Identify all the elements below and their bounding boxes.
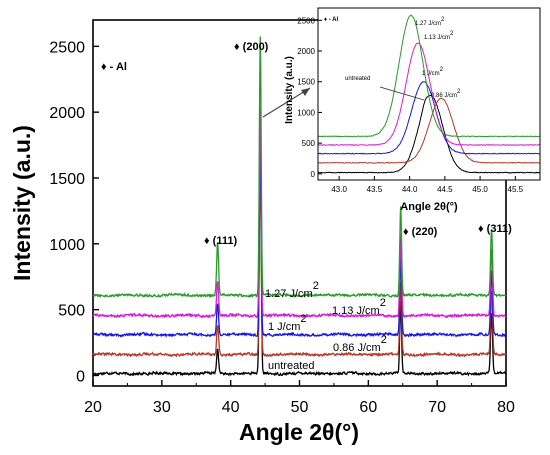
inset-x-axis-title: Angle 2θ(°): [400, 201, 458, 213]
inset-x-tick-label: 45.5: [508, 185, 524, 194]
main-series-group: [92, 36, 507, 377]
main-peak-label: ♦ (111): [204, 235, 237, 247]
main-series-label: 0.86 J/cm2: [333, 334, 387, 354]
main-series-labels: untreated 0.86 J/cm2 1 J/cm2 1.13 J/cm2 1.27…: [265, 280, 387, 372]
inset-background: [318, 8, 540, 180]
inset-y-tick-label: 2500: [297, 16, 315, 25]
main-y-tick-label: 2000: [49, 105, 85, 122]
main-series-line-4: [92, 36, 507, 299]
main-x-tick-label: 80: [497, 399, 515, 416]
inset-x-axis: 43.0 43.5 44.0 44.5 45.0 45.5: [331, 176, 524, 194]
inset-annotation-pointer: [379, 86, 425, 101]
main-series-label: 1.27 J/cm2: [265, 280, 319, 300]
main-y-tick-label: 500: [58, 303, 85, 320]
main-y-tick-label: 0: [76, 368, 85, 385]
inset-series-group: [317, 14, 541, 174]
main-x-tick-label: 30: [153, 399, 171, 416]
main-x-tick-label: 70: [428, 399, 446, 416]
main-x-axis: 20 30 40 50 60 70 80: [84, 380, 515, 416]
inset-series-line-4: [317, 14, 540, 138]
inset-series-label: untreated: [345, 76, 370, 82]
inset-y-tick-label: 500: [302, 139, 316, 148]
main-y-tick-label: 1500: [49, 171, 85, 188]
main-series-line-1: [92, 166, 507, 358]
main-x-tick-label: 60: [359, 399, 377, 416]
main-series-label: 1.13 J/cm2: [332, 297, 386, 317]
inset-legend-key: ♦ - Al: [324, 17, 339, 23]
main-legend-key: ♦ - Al: [101, 61, 127, 73]
inset-x-tick-label: 43.5: [367, 185, 383, 194]
inset-y-tick-label: 1500: [297, 78, 315, 87]
inset-y-axis: 0 500 1000 1500 2000 2500: [297, 16, 322, 179]
main-peak-labels: ♦ (111) ♦ (200) ♦ (220) ♦ (311): [204, 41, 512, 247]
main-series-line-3: [92, 108, 507, 319]
inset-y-axis-title: Intensity (a.u.): [284, 56, 295, 124]
inset-x-tick-label: 43.0: [331, 185, 347, 194]
main-y-axis: 0 500 1000 1500 2000 2500: [49, 39, 99, 385]
inset-series-line-1: [317, 97, 541, 164]
main-x-tick-label: 50: [291, 399, 309, 416]
main-peak-label: ♦ (200): [234, 41, 269, 53]
main-series-label: 1 J/cm2: [268, 313, 307, 333]
callout-arrow: [262, 87, 311, 118]
main-y-axis-title: Intensity (a.u.): [9, 125, 35, 281]
inset-series-line-2: [317, 80, 541, 155]
inset-series-label: 1.27 J/cm2: [415, 17, 445, 27]
inset-y-tick-label: 1000: [297, 108, 315, 117]
main-peak-label: ♦ (220): [403, 226, 438, 238]
main-series-line-2: [92, 142, 507, 338]
inset-x-tick-label: 45.0: [472, 185, 488, 194]
inset-series-line-3: [317, 42, 541, 146]
main-series-line-0: [92, 110, 507, 377]
inset-series-label: 1.13 J/cm2: [424, 31, 454, 41]
inset-series-label: 0.86 J/cm2: [431, 89, 461, 99]
inset-x-tick-label: 44.5: [437, 185, 453, 194]
main-x-axis-title: Angle 2θ(°): [239, 419, 359, 445]
inset-y-tick-label: 0: [311, 170, 316, 179]
inset-series-label: 1 J/cm2: [422, 67, 444, 77]
main-y-tick-label: 1000: [49, 237, 85, 254]
inset-series-labels: untreated 0.86 J/cm2 1 J/cm2 1.13 J/cm2 1.27…: [345, 17, 461, 99]
main-chart: 20 30 40 50 60 70 80 0 500 1000 1500 2000 2500 ♦ (1…: [9, 19, 515, 445]
inset-chart: 43.0 43.5 44.0 44.5 45.0 45.5 0 500 1000 1500 200…: [284, 7, 541, 213]
main-x-tick-label: 20: [84, 399, 102, 416]
inset-y-tick-label: 2000: [297, 47, 315, 56]
main-series-label: untreated: [268, 360, 314, 372]
inset-plot-frame: [317, 7, 541, 181]
inset-x-tick-label: 44.0: [402, 185, 418, 194]
main-peak-label: ♦ (311): [478, 223, 512, 235]
main-y-tick-label: 2500: [49, 39, 85, 56]
main-x-tick-label: 40: [222, 399, 240, 416]
